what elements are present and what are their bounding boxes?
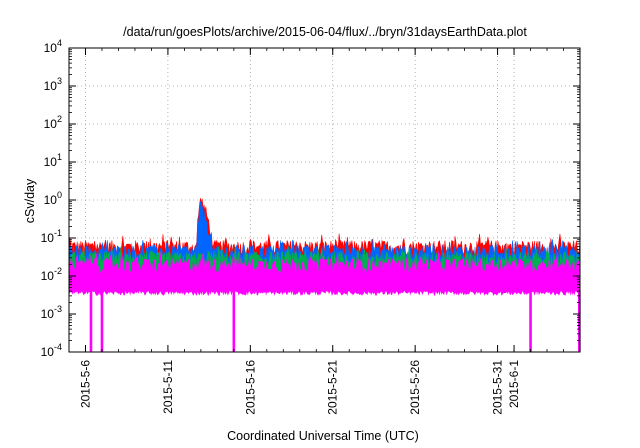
series-layer	[68, 198, 581, 353]
series-dropout	[100, 291, 104, 352]
series-dropout	[89, 291, 93, 352]
grid	[69, 47, 580, 353]
series-dropout	[529, 291, 532, 352]
y-tick-label: 10-3	[41, 304, 62, 321]
x-tick-label: 2015-6-1	[507, 360, 521, 408]
y-tick-labels: 10-4 10-3 10-2 10-1 100 101 102 103 104	[41, 38, 62, 359]
x-tick-label: 2015-5-21	[326, 360, 340, 415]
y-axis-title: cSv/day	[23, 178, 37, 223]
series-dropout	[578, 291, 581, 352]
x-tick-labels: 2015-5-6 2015-5-11 2015-5-16 2015-5-21 2015-…	[78, 360, 521, 415]
series-floor-gap	[69, 291, 580, 352]
chart-title: /data/run/goesPlots/archive/2015-06-04/f…	[123, 25, 527, 39]
x-tick-label: 2015-5-31	[491, 360, 505, 415]
y-tick-label: 100	[44, 190, 62, 207]
y-tick-label: 10-4	[41, 342, 62, 359]
x-tick-label: 2015-5-11	[161, 360, 175, 414]
y-tick-label: 104	[44, 38, 62, 55]
y-tick-label: 101	[44, 152, 62, 169]
y-tick-label: 10-1	[41, 228, 62, 245]
x-tick-label: 2015-5-16	[243, 360, 257, 415]
y-tick-label: 102	[44, 114, 62, 131]
y-tick-label: 10-2	[41, 266, 62, 283]
x-tick-label: 2015-5-26	[408, 360, 422, 415]
series-dropout	[232, 291, 236, 352]
x-axis-title: Coordinated Universal Time (UTC)	[227, 429, 419, 443]
x-tick-label: 2015-5-6	[78, 360, 92, 408]
ticks	[68, 47, 581, 353]
y-tick-label: 103	[44, 76, 62, 93]
